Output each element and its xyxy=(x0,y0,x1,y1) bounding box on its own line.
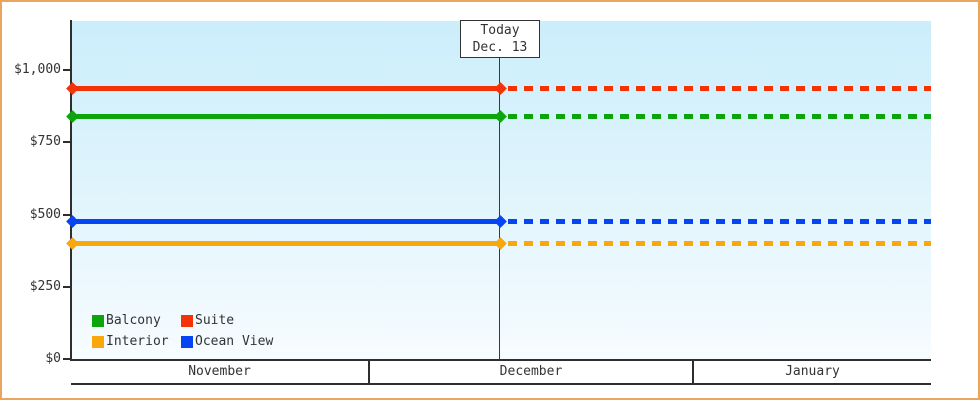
ocean-view-swatch-icon xyxy=(181,335,193,348)
month-cell-november: November xyxy=(71,361,371,383)
legend-item-ocean-view: Ocean View xyxy=(181,334,273,349)
legend-item-interior: Interior xyxy=(92,334,181,349)
legend-item-suite: Suite xyxy=(181,313,234,328)
tick-mark-1000 xyxy=(63,69,71,71)
y-axis xyxy=(70,20,72,360)
legend-row: Interior Ocean View xyxy=(92,331,273,352)
today-date-label: Dec. 13 xyxy=(472,40,528,55)
legend-label-ocean-view: Ocean View xyxy=(195,334,274,349)
series-forecast-line-suite xyxy=(508,86,931,92)
month-cell-january: January xyxy=(785,364,840,379)
series-forecast-line-balcony xyxy=(508,114,931,120)
today-annotation-box: Today Dec. 13 xyxy=(460,20,540,58)
tick-label-500: $500 xyxy=(29,206,61,222)
today-label: Today xyxy=(480,23,520,38)
tick-label-250: $250 xyxy=(29,278,61,294)
chart-legend: Balcony Suite Interior Ocean View xyxy=(92,310,273,352)
legend-label-balcony: Balcony xyxy=(106,313,161,328)
tick-label-750: $750 xyxy=(29,134,61,150)
month-band: November December January xyxy=(71,361,931,385)
tick-mark-250 xyxy=(63,285,71,288)
tick-label-1000: $1,000 xyxy=(14,62,61,77)
tick-label-0: $0 xyxy=(45,351,61,366)
month-cell-december: December xyxy=(370,361,694,383)
balcony-swatch-icon xyxy=(92,314,104,327)
series-line-suite xyxy=(72,86,500,92)
suite-swatch-icon xyxy=(181,314,193,327)
series-forecast-line-interior xyxy=(508,240,931,246)
series-line-balcony xyxy=(72,114,500,120)
tick-mark-0 xyxy=(63,358,71,360)
series-line-ocean-view xyxy=(72,218,500,224)
plot-area xyxy=(72,21,931,359)
tick-mark-500 xyxy=(63,213,71,216)
interior-swatch-icon xyxy=(92,335,104,348)
today-marker-line xyxy=(499,58,500,359)
legend-label-interior: Interior xyxy=(106,334,169,349)
legend-row: Balcony Suite xyxy=(92,310,273,331)
series-line-interior xyxy=(72,240,500,246)
legend-label-suite: Suite xyxy=(195,313,235,328)
series-forecast-line-ocean-view xyxy=(508,218,931,224)
tick-mark-750 xyxy=(63,141,71,144)
legend-item-balcony: Balcony xyxy=(92,313,181,328)
x-axis xyxy=(70,359,931,361)
